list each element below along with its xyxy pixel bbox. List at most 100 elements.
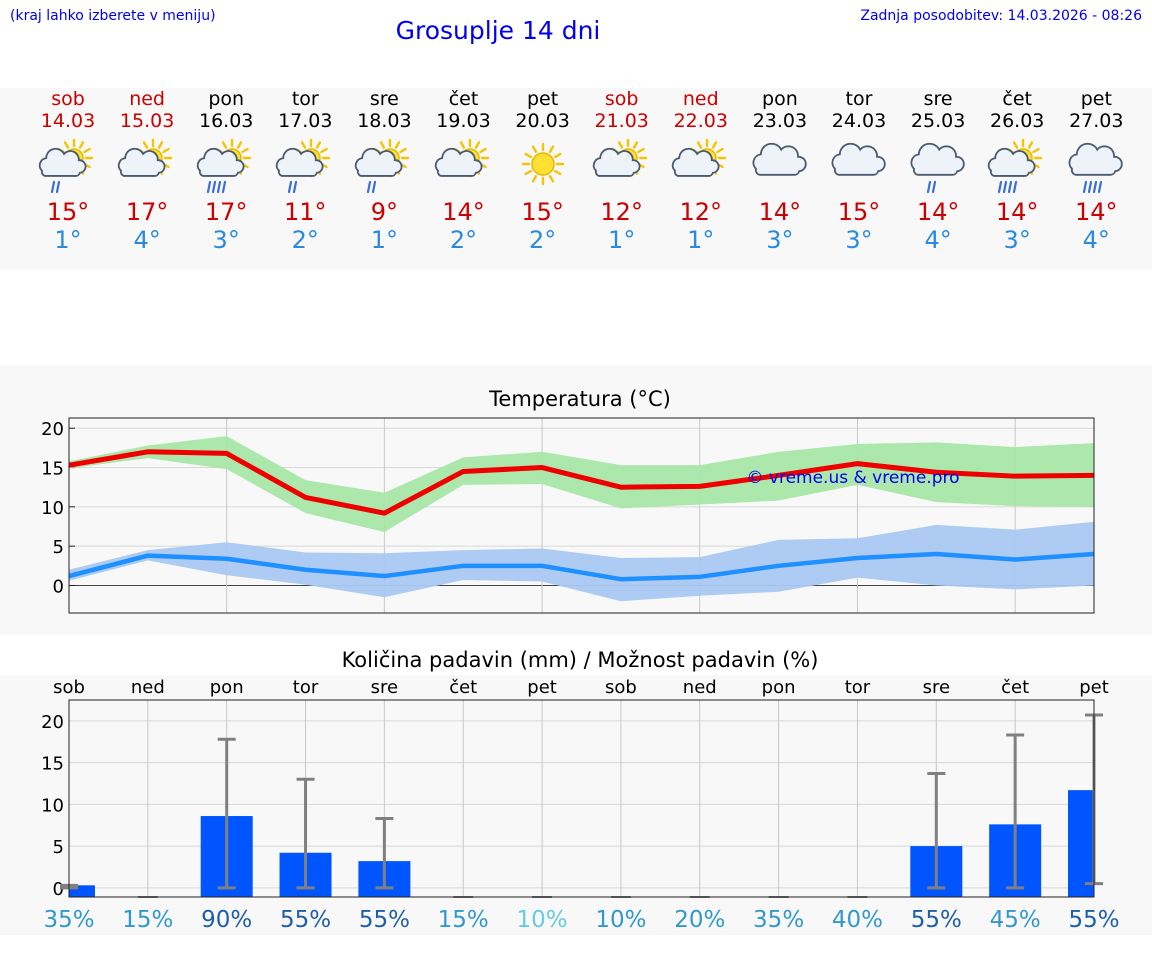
day-date: 17.03 <box>278 110 333 132</box>
day-label: sre <box>923 677 950 698</box>
day-label: čet <box>449 677 477 698</box>
day-label: pet <box>1079 677 1109 698</box>
day-date: 27.03 <box>1069 110 1124 132</box>
day-label: pon <box>762 677 796 698</box>
min-temp: 3° <box>1003 226 1031 254</box>
day-date: 25.03 <box>910 110 966 132</box>
min-temp: 2° <box>528 226 557 254</box>
day-name: pet <box>526 88 559 110</box>
y-tick-label: 10 <box>41 498 64 519</box>
precip-bar <box>1068 790 1094 897</box>
max-temp: 9° <box>370 198 399 226</box>
y-tick-label: 20 <box>41 712 64 733</box>
probability-label: 35% <box>43 907 94 933</box>
y-tick-label: 20 <box>41 419 64 440</box>
probability-label: 55% <box>280 907 331 933</box>
day-date: 18.03 <box>357 110 412 132</box>
day-name: tor <box>845 88 873 110</box>
day-column: tor 24.03 15° 3° <box>820 88 898 254</box>
day-label: sob <box>53 677 85 698</box>
day-date: 26.03 <box>989 110 1045 132</box>
day-label: pet <box>527 677 557 698</box>
day-column: pet 20.03 15° 2° <box>504 88 582 254</box>
day-label: pon <box>210 677 244 698</box>
max-temp: 15° <box>837 198 881 226</box>
day-label: ned <box>683 677 717 698</box>
max-temp: 15° <box>46 198 90 226</box>
min-temp: 2° <box>291 226 319 254</box>
day-name: ned <box>129 88 165 110</box>
day-column: čet 19.03 14° 2° <box>425 88 503 254</box>
max-temp: 15° <box>521 198 564 226</box>
day-date: 24.03 <box>831 110 887 132</box>
min-temp: 3° <box>845 226 873 254</box>
y-tick-label: 10 <box>41 795 64 816</box>
precip-chart-title: Količina padavin (mm) / Možnost padavin … <box>341 648 819 672</box>
y-tick-label: 15 <box>41 459 64 480</box>
sun-cloud-icon <box>117 138 173 178</box>
precipitation-chart: sob ned pon tor sre čet pet sob ned pon tor sre čet p… <box>41 677 1119 933</box>
day-date: 14.03 <box>40 110 96 132</box>
min-temp: 1° <box>54 226 82 254</box>
page-title: Grosuplje 14 dni <box>395 16 601 45</box>
day-column: pon 23.03 14° 3° <box>741 88 819 254</box>
sun-cloud-heavy-rain-icon <box>197 138 252 194</box>
day-date: 20.03 <box>515 110 570 132</box>
sun-icon <box>521 142 564 186</box>
min-temp: 4° <box>924 226 952 254</box>
min-range-band <box>69 521 1094 602</box>
max-temp: 14° <box>916 198 960 226</box>
day-name: čet <box>448 88 479 110</box>
probability-label: 15% <box>122 907 173 933</box>
day-name: pon <box>208 88 245 110</box>
min-temp: 1° <box>608 226 636 254</box>
day-label: sob <box>605 677 637 698</box>
day-label: ned <box>131 677 165 698</box>
probability-label: 45% <box>990 907 1041 933</box>
day-date: 19.03 <box>436 110 491 132</box>
max-temp: 12° <box>600 198 643 226</box>
day-date: 23.03 <box>752 110 808 132</box>
max-temp-line <box>68 449 1095 516</box>
min-temp-line <box>68 551 1095 582</box>
cloud-heavy-rain-icon <box>1068 142 1124 194</box>
day-column: čet 26.03 14° 3° <box>978 88 1056 254</box>
sun-cloud-icon <box>592 138 647 178</box>
max-temp: 12° <box>679 198 723 226</box>
day-label: sre <box>371 677 398 698</box>
location-menu-hint[interactable]: (kraj lahko izberete v meniju) <box>10 8 216 24</box>
cloud-icon <box>831 142 886 176</box>
probability-label: 15% <box>438 907 489 933</box>
probability-label: 35% <box>753 907 804 933</box>
y-tick-label: 0 <box>53 576 64 597</box>
plot-frame <box>68 417 1095 614</box>
max-temp: 14° <box>758 198 802 226</box>
forecast-band <box>0 88 1152 270</box>
day-name: pon <box>762 88 798 110</box>
day-name: čet <box>1002 88 1032 110</box>
min-temp: 2° <box>449 226 478 254</box>
day-date: 16.03 <box>198 110 254 132</box>
day-name: pet <box>1080 88 1112 110</box>
probability-label: 40% <box>832 907 883 933</box>
day-column: pet 27.03 14° 4° <box>1057 88 1135 254</box>
sun-cloud-rain-icon <box>355 138 410 194</box>
daily-forecast: sob 14.03 15° 1° ned 15.03 17° 4° pon 16.03 17° 3° t… <box>0 88 1152 270</box>
day-name: ned <box>682 88 719 110</box>
min-temp: 3° <box>212 226 240 254</box>
y-tick-label: 15 <box>41 754 64 775</box>
temperature-chart-title: Temperatura (°C) <box>489 387 671 411</box>
day-column: sob 14.03 15° 1° <box>29 88 107 254</box>
cloud-icon <box>752 142 807 176</box>
sun-cloud-icon <box>671 138 726 178</box>
y-tick-label: 0 <box>53 879 64 900</box>
sun-cloud-rain-icon <box>276 138 331 194</box>
y-tick-label: 5 <box>53 537 64 558</box>
day-name: sre <box>369 88 399 110</box>
day-column: pon 16.03 17° 3° <box>187 88 265 254</box>
day-label: tor <box>845 677 871 698</box>
max-temp: 14° <box>995 198 1039 226</box>
watermark: © vreme.us & vreme.pro <box>746 468 959 488</box>
day-name: sob <box>51 88 85 110</box>
probability-label: 55% <box>911 907 962 933</box>
